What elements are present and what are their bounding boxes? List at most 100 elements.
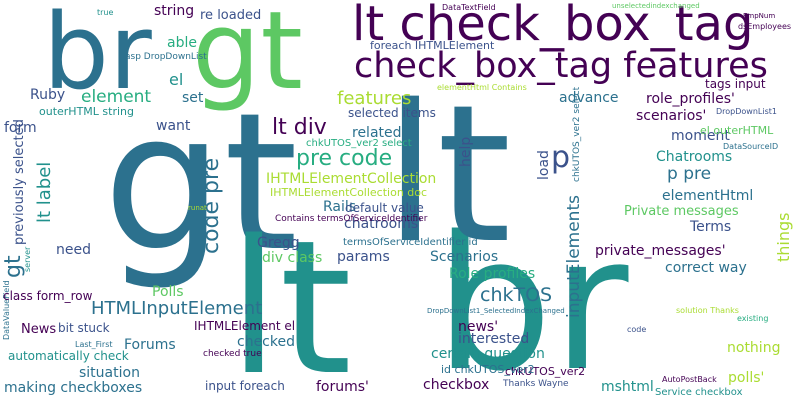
word-chkutos-ver2: chkUTOS_ver2 [505,365,586,378]
word-mshtml: mshtml [601,379,654,395]
word-existing: existing [737,314,769,323]
word-news-lower: news' [458,319,499,335]
word-forums: Forums [124,337,176,353]
word-previously-selected: previously selected [12,119,27,245]
word-ihtmlelement-el: IHTMLElement el [194,319,296,333]
word-unselectedindexchanged: unselectedindexchanged [612,2,700,10]
word-forums-lower: forums' [316,379,369,395]
word-dsemployees: dsEmployees [738,22,792,31]
word-elementhtml: elementHtml [662,188,754,204]
word-role-profiles-lower: role_profiles' [646,91,735,107]
word-need: need [56,242,91,258]
word-polls-lower: polls' [728,370,765,386]
word-re-loaded: re loaded [200,8,262,23]
word-private-messages-lower: private_messages' [595,243,726,259]
word-true: true [97,8,114,17]
word-bit-stuck: bit stuck [58,321,110,335]
word-scenarios: Scenarios [430,249,499,265]
word-checked: checked [237,334,295,350]
word-server: server [23,246,32,272]
word-last-first: Last_First [75,340,113,349]
word-input-foreach: input foreach [205,379,285,393]
word-el: el [169,70,184,89]
word-automatically-check: automatically check [8,349,129,363]
word-el-outerhtml: el outerHTML [700,124,774,137]
word-foreach-ihtmlelement: foreach IHTMLElement [370,39,495,52]
word-pre-code: pre code [296,146,393,171]
word-advance: advance [559,90,619,106]
word-nothing: nothing [727,340,781,356]
word-gregg: Gregg [257,235,300,251]
word-inputelements: inputElements [564,195,584,318]
word-lt-div: lt div [272,115,327,140]
word-rails: Rails [323,199,357,215]
word-default-value: default value [345,201,424,215]
word-features: features [337,88,412,109]
word-polls: Polls [152,284,184,300]
word-scenarios-lower: scenarios' [636,108,707,124]
word-br-large: br [435,196,629,400]
word-checkbox: checkbox [423,377,490,393]
word-correct-way: correct way [665,260,747,276]
word-able: able [167,35,197,51]
word-autopostback: AutoPostBack [662,375,717,384]
word-form: form [4,120,37,136]
word-interested: interested [458,331,530,347]
word-datatextfield: DataTextField [442,3,496,12]
word-runat: runat [188,204,207,212]
word-string: string [154,3,195,19]
word-terms: Terms [690,219,732,235]
word-div-class: div class [262,250,323,266]
word-checked-true: checked true [203,349,262,359]
word-element: element [81,87,152,107]
word-set: set [182,90,204,106]
word-help: help [458,136,474,167]
word-params: params [337,249,390,265]
word-datasourceid: DataSourceID [723,142,779,151]
word-thanks-wayne: Thanks Wayne [503,379,569,389]
word-htmlinputelement: HTMLInputElement [91,298,263,319]
word-news: News [21,322,57,337]
word-empnum: EmpNum [743,12,776,20]
word-gt-vertical: gt [1,255,26,278]
word-chatrooms-lower: chatrooms' [344,216,422,232]
word-selected-items: selected items [348,106,436,120]
word-certain-question: certain question [431,346,545,362]
word-lt-label: lt label [34,161,55,223]
word-lt-check-box-tag: lt check_box_tag [352,0,754,52]
word-lt-top: lt [384,64,512,285]
word-service-checkbox: Service checkbox [655,387,743,398]
word-gt-large: gt [103,72,299,293]
word-class-form-row: class form_row [3,289,93,303]
word-p-pre: p pre [667,164,712,184]
word-solution-thanks: solution Thanks [676,306,739,315]
word-lt-large: lt [228,200,352,400]
word-chktos: chkTOS [480,284,553,306]
word-role-profiles: Role profiles [449,266,536,282]
word-outerhtml-string: outerHTML string [39,105,134,118]
word-ruby: Ruby [30,87,66,103]
word-br-top: br [43,0,152,113]
word-moment: moment [671,128,730,144]
word-elementhtml-contains: elementHtml Contains [437,83,527,92]
word-ihtmlelementcollection: IHTMLElementCollection [266,171,437,187]
word-contains-termsofserviceidentifier: Contains termsOfServiceIdentifier [275,214,428,224]
word-situation: situation [79,365,140,381]
word-load: load [536,150,552,180]
word-p: p [551,140,571,175]
word-asp-dropdownlist: asp DropDownList [125,52,207,62]
word-things: things [774,212,793,263]
word-related: related [352,125,402,141]
word-making-checkboxes: making checkboxes [4,380,143,396]
word-gt-top: gt [192,0,303,114]
word-want: want [156,118,191,134]
word-ihtmlelementcollection-doc: IHTMLElementCollection doc [270,186,428,199]
word-tags-input: tags input [705,77,766,91]
word-chkutos-ver2-select: chkUTOS_ver2 select [306,138,412,149]
word-termsofserviceidentifier-id: termsOfServiceIdentifier id [343,237,478,248]
word-code-small: code [627,325,647,334]
word-chatrooms: Chatrooms [656,149,733,165]
word-id-chkutos-ver2: id chkUTOS_ver2 [441,363,535,376]
word-dropdownlist-selectedindexchanged: DropDownList1_SelectedIndexChanged [427,307,565,315]
